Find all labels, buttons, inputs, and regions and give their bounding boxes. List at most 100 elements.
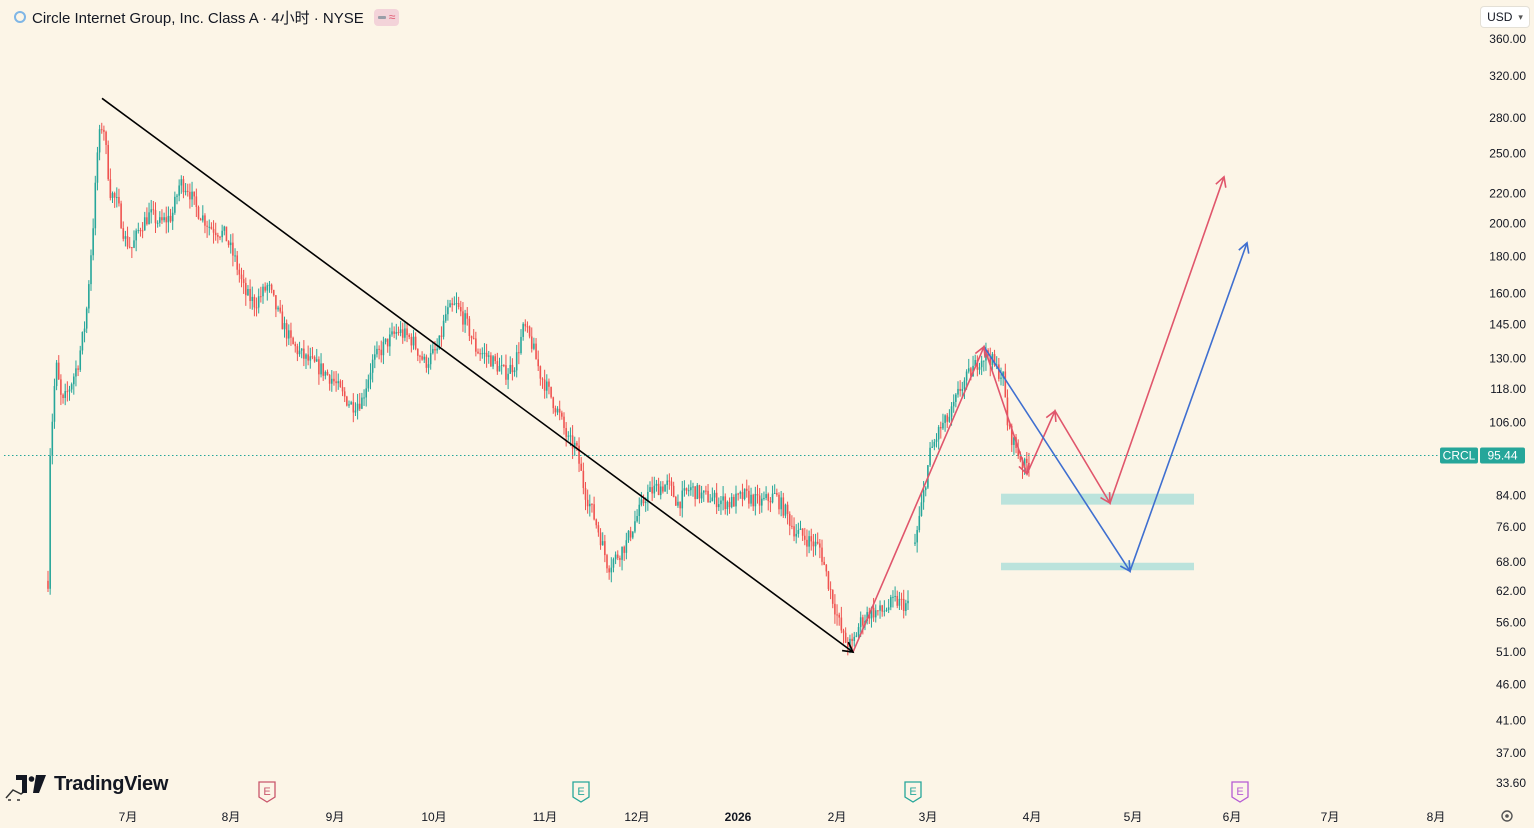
candle-body xyxy=(537,359,539,367)
candle-body xyxy=(378,348,380,350)
candle-body xyxy=(657,483,660,496)
y-axis[interactable]: 360.00 320.00 280.00 250.00 220.00 200.00 180.… xyxy=(1489,32,1526,790)
candle-body xyxy=(546,381,548,391)
candle-body xyxy=(730,496,733,508)
candle-body xyxy=(948,416,951,422)
candle-body xyxy=(234,255,236,257)
candle-body xyxy=(879,605,881,611)
candle-body xyxy=(944,415,946,423)
candle-body xyxy=(429,353,432,365)
candle-body xyxy=(167,215,170,223)
y-tick-label: 160.00 xyxy=(1489,286,1526,300)
candle-body xyxy=(380,349,383,356)
minus-icon xyxy=(377,15,386,19)
candle-body xyxy=(632,531,634,538)
candle-body xyxy=(640,499,643,505)
candle-body xyxy=(389,334,391,347)
candle-body xyxy=(189,191,191,200)
candle-body xyxy=(212,228,215,233)
drawings[interactable] xyxy=(101,97,1250,654)
earnings-label: E xyxy=(577,786,584,798)
candle-body xyxy=(616,554,619,558)
candle-body xyxy=(959,388,961,391)
candle-body xyxy=(556,408,559,413)
candle-body xyxy=(795,533,797,537)
y-tick-label: 62.00 xyxy=(1496,584,1526,598)
candle-body xyxy=(1002,371,1004,378)
candle-body xyxy=(750,494,752,504)
symbol-icon[interactable] xyxy=(14,11,26,23)
candle-body xyxy=(352,402,355,413)
candle-body xyxy=(885,609,888,611)
candle-body xyxy=(672,485,675,498)
candle-body xyxy=(417,348,419,356)
candle-body xyxy=(548,381,550,387)
candle-body xyxy=(1023,458,1026,469)
candle-body xyxy=(651,487,653,494)
candle-body xyxy=(337,381,340,384)
chart-title[interactable]: Circle Internet Group, Inc. Class A · 4小… xyxy=(32,9,364,27)
y-tick-label: 118.00 xyxy=(1490,382,1526,396)
candle-body xyxy=(382,341,385,356)
candle-body xyxy=(788,513,791,526)
candle-body xyxy=(154,210,157,224)
candle-body xyxy=(236,255,238,270)
y-tick-label: 76.00 xyxy=(1496,520,1526,534)
candle-body xyxy=(152,209,155,211)
candle-body xyxy=(487,355,490,357)
candle-body xyxy=(522,323,524,337)
candle-body xyxy=(427,364,430,368)
candle-body xyxy=(634,521,636,532)
candle-body xyxy=(955,394,957,402)
candle-body xyxy=(571,435,574,449)
candle-body xyxy=(552,397,555,409)
candle-body xyxy=(780,497,782,510)
candle-body xyxy=(726,501,729,510)
currency-selector[interactable]: USD ▾ xyxy=(1481,7,1529,27)
candle-body xyxy=(771,493,774,503)
candle-body xyxy=(171,212,174,222)
tradingview-logo[interactable]: TradingView xyxy=(16,772,168,796)
candle-body xyxy=(965,371,968,381)
candle-body xyxy=(853,636,856,641)
candle-body xyxy=(105,131,107,145)
candle-body xyxy=(834,603,836,615)
candle-body xyxy=(582,470,585,489)
candle-body xyxy=(810,536,813,542)
candle-body xyxy=(288,330,290,339)
candle-body xyxy=(313,357,316,362)
x-tick-label: 11月 xyxy=(533,810,557,824)
current-price-line: CRCL 95.44 xyxy=(4,447,1525,464)
candle-body xyxy=(916,530,918,543)
candle-body xyxy=(331,378,333,384)
candle-body xyxy=(307,354,309,361)
candle-body xyxy=(247,288,249,296)
candle-body xyxy=(64,391,66,399)
x-axis[interactable]: 7月 8月 9月 10月 11月 12月 2026 2月 3月 4月 5月 6月 7月 8月 xyxy=(119,810,1446,824)
x-tick-label: 2月 xyxy=(828,810,847,824)
candle-body xyxy=(752,494,754,507)
candle-body xyxy=(169,215,172,222)
candle-body xyxy=(707,490,709,502)
candle-body xyxy=(933,441,936,447)
candle-body xyxy=(113,193,116,198)
candle-body xyxy=(393,331,395,334)
candle-body xyxy=(664,484,666,492)
x-tick-label: 5月 xyxy=(1124,810,1143,824)
candle-body xyxy=(1021,460,1024,469)
red-arrowhead xyxy=(1215,175,1227,188)
earnings-marker: E xyxy=(1231,781,1249,803)
candle-body xyxy=(419,355,421,357)
candle-body xyxy=(412,336,415,346)
candle-body xyxy=(367,379,370,389)
candle-body xyxy=(346,396,348,406)
candle-body xyxy=(161,217,163,221)
candle-body xyxy=(88,284,90,309)
candle-body xyxy=(425,356,428,368)
settings-gear-icon[interactable] xyxy=(1501,810,1513,822)
candle-body xyxy=(186,190,189,192)
candle-body xyxy=(163,217,165,221)
candle-body xyxy=(681,490,684,509)
indicator-badge[interactable]: ≈ xyxy=(373,8,400,26)
